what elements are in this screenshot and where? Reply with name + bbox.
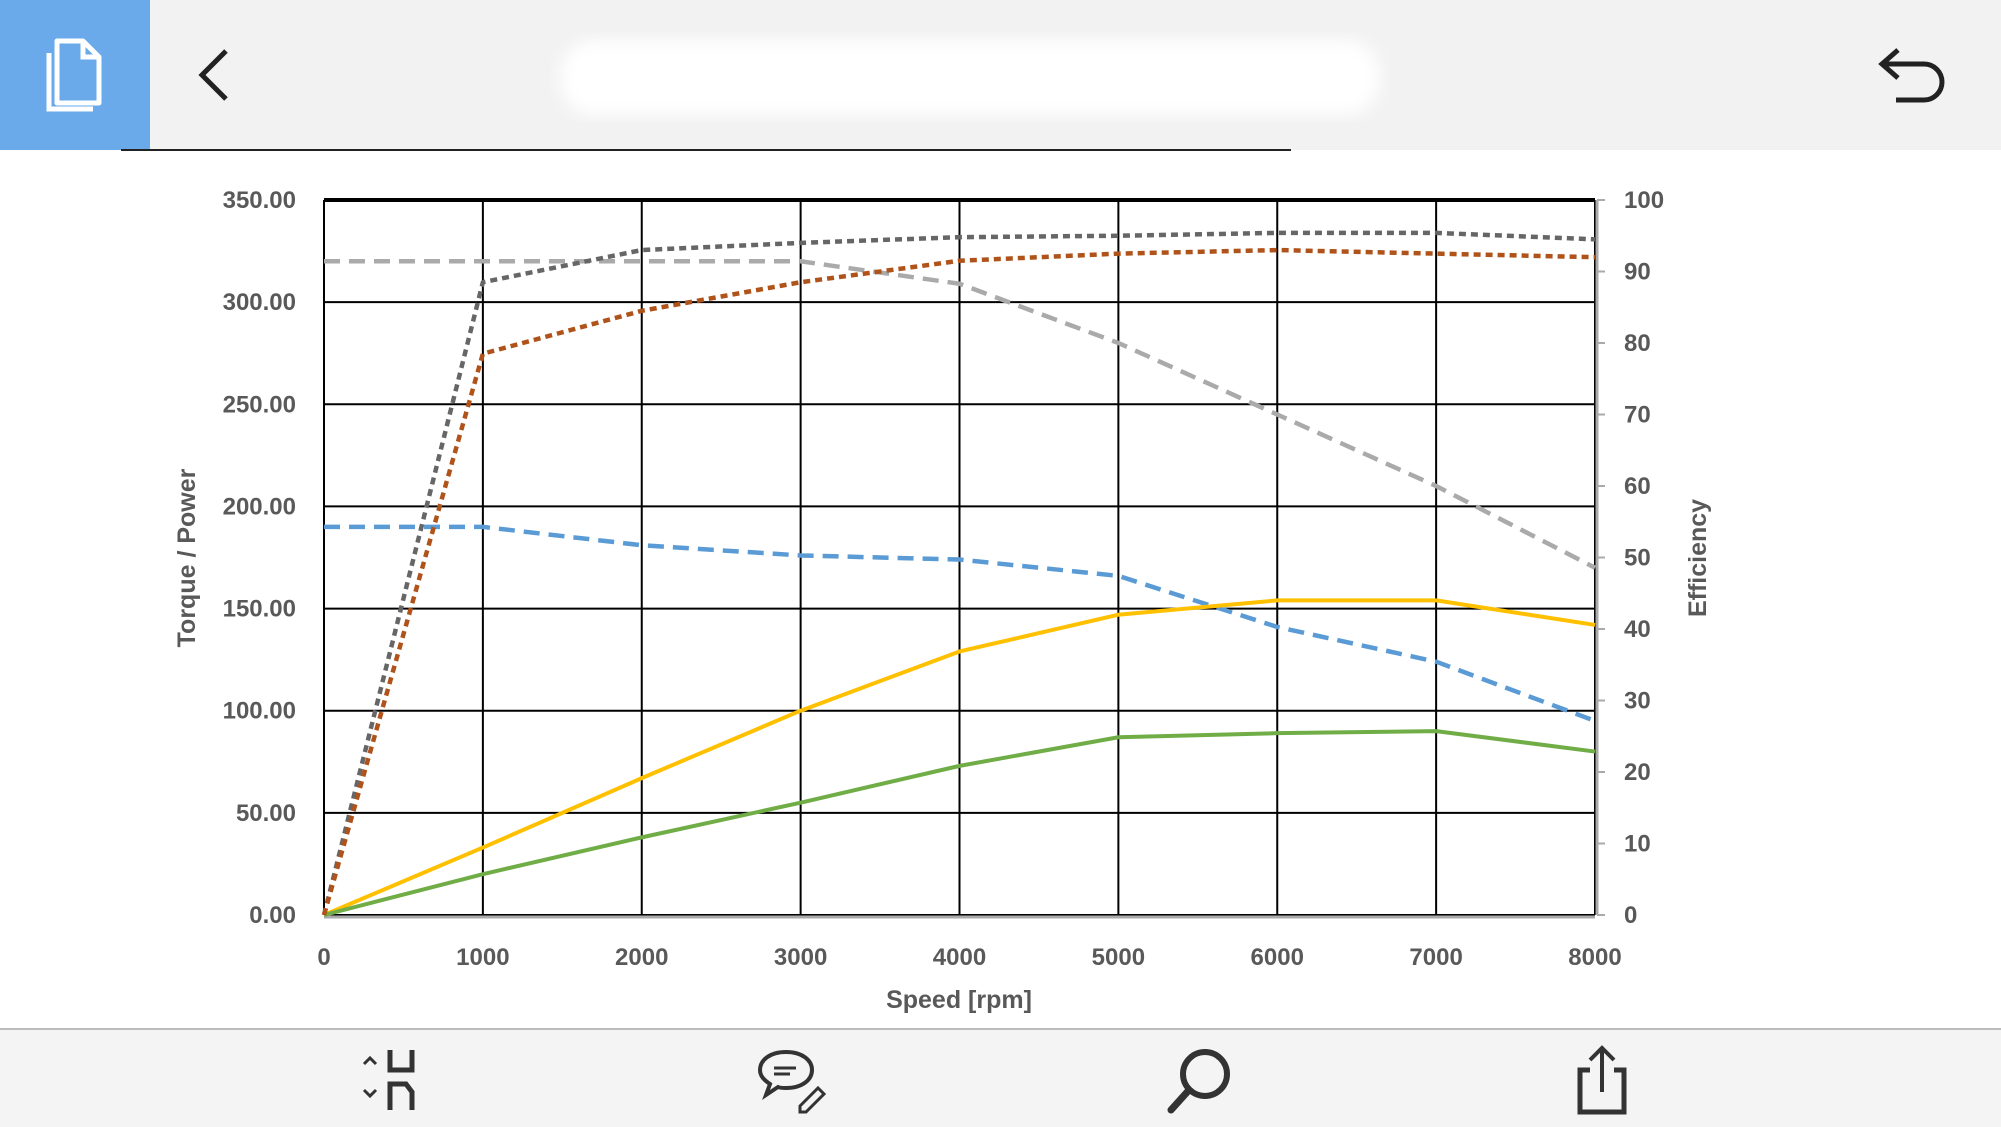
bottom-toolbar [0, 1028, 2001, 1127]
comment-edit-icon[interactable] [756, 1044, 828, 1116]
y2-axis-label: Efficiency [1684, 499, 1712, 617]
y2-tick-label: 50 [1624, 545, 1651, 572]
x-tick-label: 1000 [456, 944, 509, 971]
y-tick-label: 250.00 [223, 391, 296, 418]
y2-tick-label: 0 [1624, 902, 1637, 929]
x-tick-label: 7000 [1409, 944, 1462, 971]
x-tick-label: 5000 [1092, 944, 1145, 971]
y2-tick-label: 80 [1624, 330, 1651, 357]
y2-tick-label: 30 [1624, 688, 1651, 715]
x-tick-label: 3000 [774, 944, 827, 971]
x-axis-label: Speed [rpm] [886, 986, 1032, 1014]
y-tick-label: 350.00 [223, 187, 296, 214]
x-tick-label: 0 [317, 944, 330, 971]
y2-tick-label: 10 [1624, 831, 1651, 858]
y2-tick-label: 60 [1624, 473, 1651, 500]
x-tick-label: 6000 [1251, 944, 1304, 971]
y-tick-label: 100.00 [223, 698, 296, 725]
y-tick-label: 0.00 [249, 902, 296, 929]
y-axis-label: Torque / Power [173, 468, 201, 647]
y-tick-label: 50.00 [236, 800, 296, 827]
x-tick-label: 2000 [615, 944, 668, 971]
x-tick-label: 4000 [933, 944, 986, 971]
y2-tick-label: 100 [1624, 187, 1664, 214]
reading-mode-icon[interactable] [360, 1044, 432, 1116]
share-icon[interactable] [1566, 1044, 1638, 1116]
x-tick-label: 8000 [1568, 944, 1621, 971]
y-tick-label: 300.00 [223, 289, 296, 316]
y2-tick-label: 40 [1624, 616, 1651, 643]
search-icon[interactable] [1163, 1044, 1235, 1116]
y2-tick-label: 20 [1624, 759, 1651, 786]
y-tick-label: 200.00 [223, 493, 296, 520]
y2-tick-label: 90 [1624, 259, 1651, 286]
y-tick-label: 150.00 [223, 596, 296, 623]
y2-tick-label: 70 [1624, 402, 1651, 429]
